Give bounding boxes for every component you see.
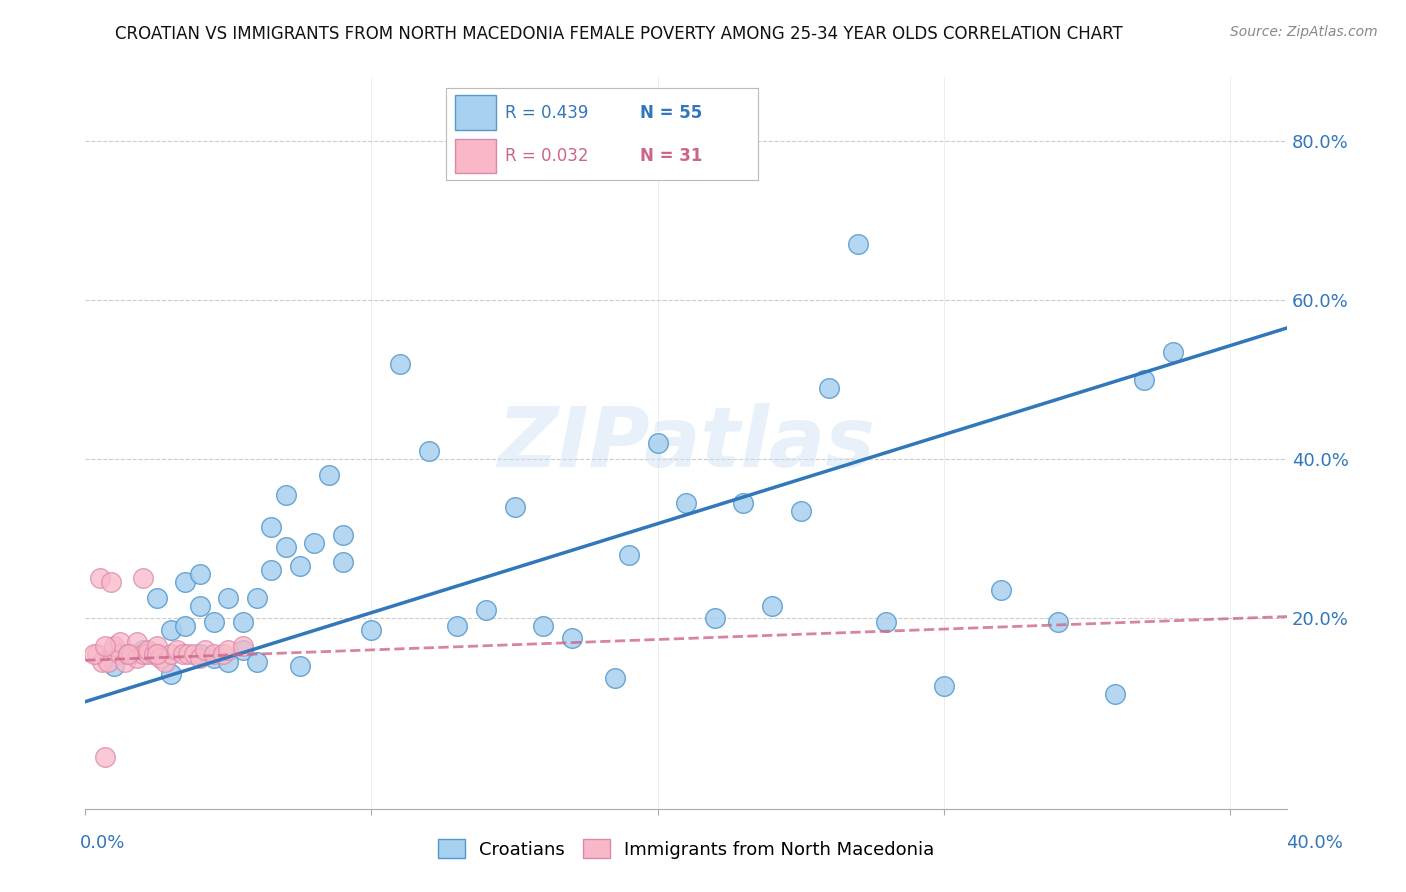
- Point: [211, 647, 233, 661]
- Point: [125, 651, 148, 665]
- Point: [136, 643, 159, 657]
- Point: [188, 567, 211, 582]
- Point: [603, 671, 626, 685]
- Point: [703, 611, 725, 625]
- Point: [177, 647, 200, 661]
- Point: [531, 619, 554, 633]
- Point: [136, 647, 159, 661]
- Point: [131, 647, 153, 661]
- Point: [120, 647, 142, 661]
- Point: [217, 655, 239, 669]
- Point: [160, 647, 183, 661]
- Point: [503, 500, 526, 514]
- Point: [103, 639, 125, 653]
- Point: [89, 571, 111, 585]
- Point: [94, 639, 117, 653]
- Point: [146, 639, 169, 653]
- Point: [246, 591, 269, 606]
- Point: [288, 559, 311, 574]
- Point: [1133, 373, 1156, 387]
- Point: [146, 591, 169, 606]
- Point: [131, 571, 153, 585]
- Point: [232, 639, 254, 653]
- Point: [143, 647, 166, 661]
- Point: [990, 583, 1012, 598]
- Point: [108, 647, 131, 661]
- Point: [108, 635, 131, 649]
- Point: [246, 655, 269, 669]
- Point: [761, 599, 783, 614]
- Point: [561, 631, 583, 645]
- Point: [446, 619, 468, 633]
- Point: [94, 750, 117, 764]
- Point: [789, 504, 811, 518]
- Point: [188, 647, 211, 661]
- Point: [83, 647, 105, 661]
- Point: [217, 591, 239, 606]
- Point: [125, 635, 148, 649]
- Point: [274, 488, 297, 502]
- Point: [846, 237, 869, 252]
- Point: [318, 468, 340, 483]
- Point: [155, 655, 177, 669]
- Legend: Croatians, Immigrants from North Macedonia: Croatians, Immigrants from North Macedon…: [430, 832, 942, 866]
- Point: [86, 647, 108, 661]
- Point: [332, 527, 354, 541]
- Point: [202, 651, 225, 665]
- Point: [188, 651, 211, 665]
- Point: [117, 647, 139, 661]
- Point: [418, 444, 440, 458]
- Point: [1161, 344, 1184, 359]
- Point: [876, 615, 898, 629]
- Point: [288, 658, 311, 673]
- Point: [232, 643, 254, 657]
- Point: [217, 643, 239, 657]
- Point: [302, 535, 325, 549]
- Point: [146, 647, 169, 661]
- Point: [475, 603, 498, 617]
- Point: [183, 647, 205, 661]
- Point: [389, 357, 412, 371]
- Point: [260, 564, 283, 578]
- Point: [194, 643, 217, 657]
- Point: [149, 651, 172, 665]
- Point: [647, 436, 669, 450]
- Text: ZIPatlas: ZIPatlas: [498, 402, 875, 483]
- Point: [360, 623, 382, 637]
- Point: [174, 575, 197, 590]
- Point: [1047, 615, 1070, 629]
- Point: [332, 556, 354, 570]
- Point: [172, 647, 194, 661]
- Point: [202, 647, 225, 661]
- Point: [1104, 687, 1126, 701]
- Point: [675, 496, 697, 510]
- Point: [160, 666, 183, 681]
- Point: [103, 643, 125, 657]
- Text: CROATIAN VS IMMIGRANTS FROM NORTH MACEDONIA FEMALE POVERTY AMONG 25-34 YEAR OLDS: CROATIAN VS IMMIGRANTS FROM NORTH MACEDO…: [115, 25, 1122, 43]
- Point: [188, 599, 211, 614]
- Point: [260, 519, 283, 533]
- Point: [202, 615, 225, 629]
- Point: [114, 655, 136, 669]
- Point: [932, 679, 955, 693]
- Point: [818, 380, 841, 394]
- Point: [617, 548, 640, 562]
- Point: [97, 655, 120, 669]
- Point: [146, 647, 169, 661]
- Point: [100, 575, 122, 590]
- Point: [117, 647, 139, 661]
- Point: [733, 496, 755, 510]
- Point: [103, 658, 125, 673]
- Text: 40.0%: 40.0%: [1286, 834, 1343, 852]
- Point: [117, 647, 139, 661]
- Point: [174, 619, 197, 633]
- Point: [131, 643, 153, 657]
- Point: [91, 655, 114, 669]
- Point: [160, 623, 183, 637]
- Text: Source: ZipAtlas.com: Source: ZipAtlas.com: [1230, 25, 1378, 39]
- Point: [232, 615, 254, 629]
- Point: [166, 643, 188, 657]
- Point: [274, 540, 297, 554]
- Text: 0.0%: 0.0%: [80, 834, 125, 852]
